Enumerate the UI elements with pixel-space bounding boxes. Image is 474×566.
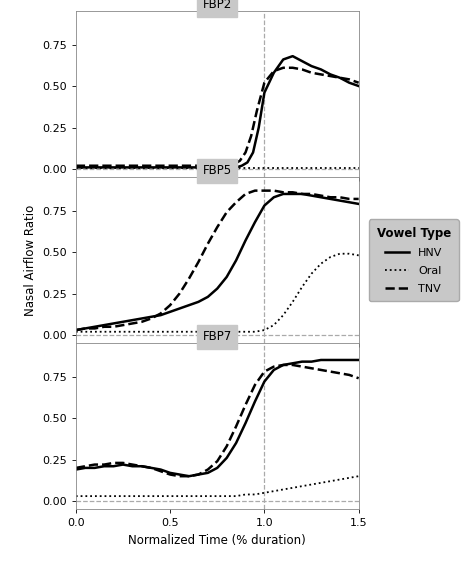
Title: FBP7: FBP7 <box>202 331 232 344</box>
Legend: HNV, Oral, TNV: HNV, Oral, TNV <box>369 220 459 301</box>
Title: FBP2: FBP2 <box>202 0 232 11</box>
Y-axis label: Nasal Airflow Ratio: Nasal Airflow Ratio <box>24 205 36 316</box>
Title: FBP5: FBP5 <box>203 164 232 177</box>
X-axis label: Normalized Time (% duration): Normalized Time (% duration) <box>128 534 306 547</box>
